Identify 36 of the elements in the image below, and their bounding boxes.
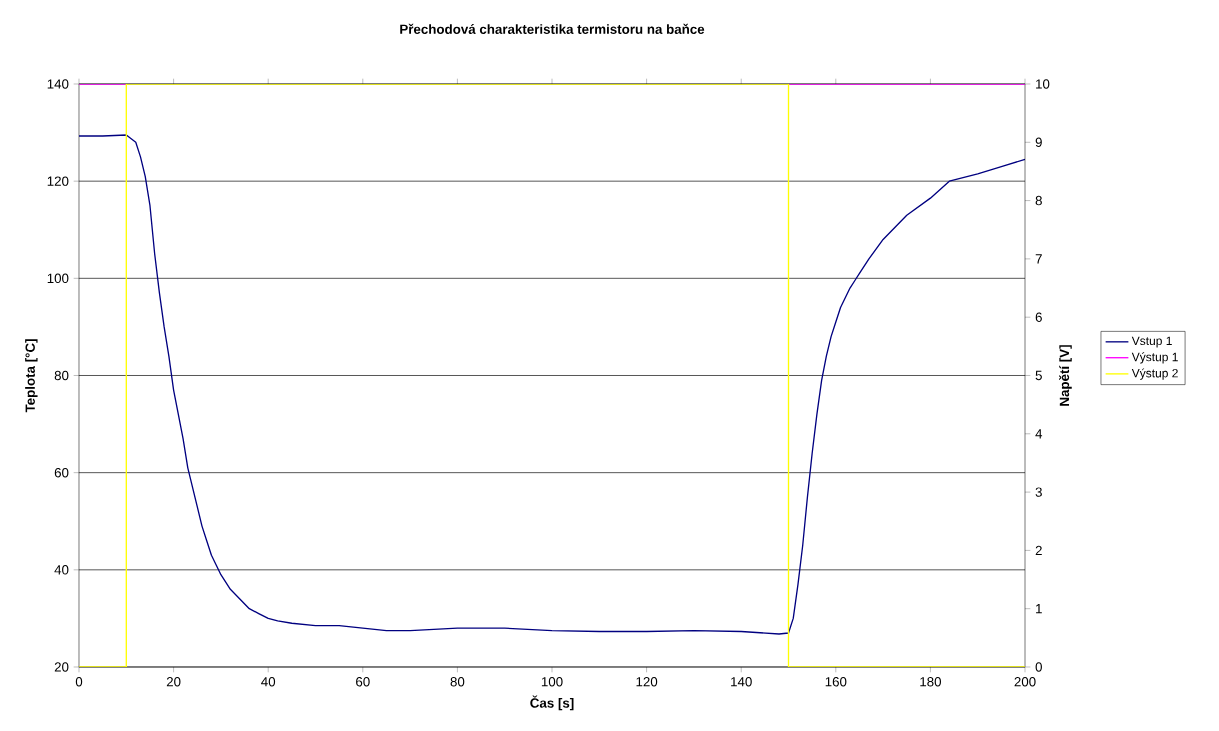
x-tick-label: 100 bbox=[541, 677, 563, 687]
y2-tick-label: 5 bbox=[1035, 370, 1042, 381]
chart-title: Přechodová charakteristika termistoru na baňce bbox=[400, 23, 705, 34]
x-tick-label: 40 bbox=[261, 677, 276, 687]
x-tick-label: 160 bbox=[825, 677, 847, 687]
legend-label: Vstup 1 bbox=[1131, 336, 1172, 348]
x-tick-label: 60 bbox=[356, 677, 370, 687]
y2-tick-label: 3 bbox=[1035, 487, 1042, 497]
y-tick-label: 140 bbox=[47, 79, 69, 89]
x-tick-label: 200 bbox=[1014, 677, 1036, 687]
x-tick-label: 20 bbox=[166, 677, 181, 687]
legend-label: Výstup 1 bbox=[1131, 352, 1178, 364]
y2-tick-label: 6 bbox=[1035, 312, 1042, 322]
y2-tick-label: 8 bbox=[1035, 195, 1042, 206]
x-tick-label: 80 bbox=[450, 677, 465, 687]
legend-label: Výstup 2 bbox=[1131, 368, 1178, 380]
y2-tick-label: 2 bbox=[1035, 545, 1042, 556]
y-tick-label: 100 bbox=[47, 273, 69, 284]
y-tick-label: 20 bbox=[54, 662, 69, 672]
x-tick-label: 0 bbox=[75, 677, 83, 687]
y2-tick-label: 7 bbox=[1035, 254, 1042, 264]
y2-tick-label: 4 bbox=[1035, 429, 1043, 439]
y-axis-title: Teplota [°C] bbox=[25, 339, 38, 413]
y-tick-label: 60 bbox=[54, 467, 69, 478]
y2-tick-label: 0 bbox=[1035, 662, 1042, 672]
y2-tick-label: 1 bbox=[1036, 604, 1042, 614]
y-tick-label: 80 bbox=[54, 370, 69, 381]
x-axis-title: Čas [s] bbox=[530, 695, 574, 711]
x-tick-label: 180 bbox=[920, 677, 942, 687]
x-tick-label: 140 bbox=[731, 677, 752, 687]
y2-tick-label: 9 bbox=[1035, 137, 1042, 148]
y-tick-label: 40 bbox=[54, 565, 69, 575]
y2-tick-label: 10 bbox=[1036, 79, 1050, 89]
x-tick-label: 120 bbox=[636, 677, 658, 687]
y2-axis-title: Napětí [V] bbox=[1059, 345, 1072, 406]
y-tick-label: 120 bbox=[47, 176, 69, 186]
